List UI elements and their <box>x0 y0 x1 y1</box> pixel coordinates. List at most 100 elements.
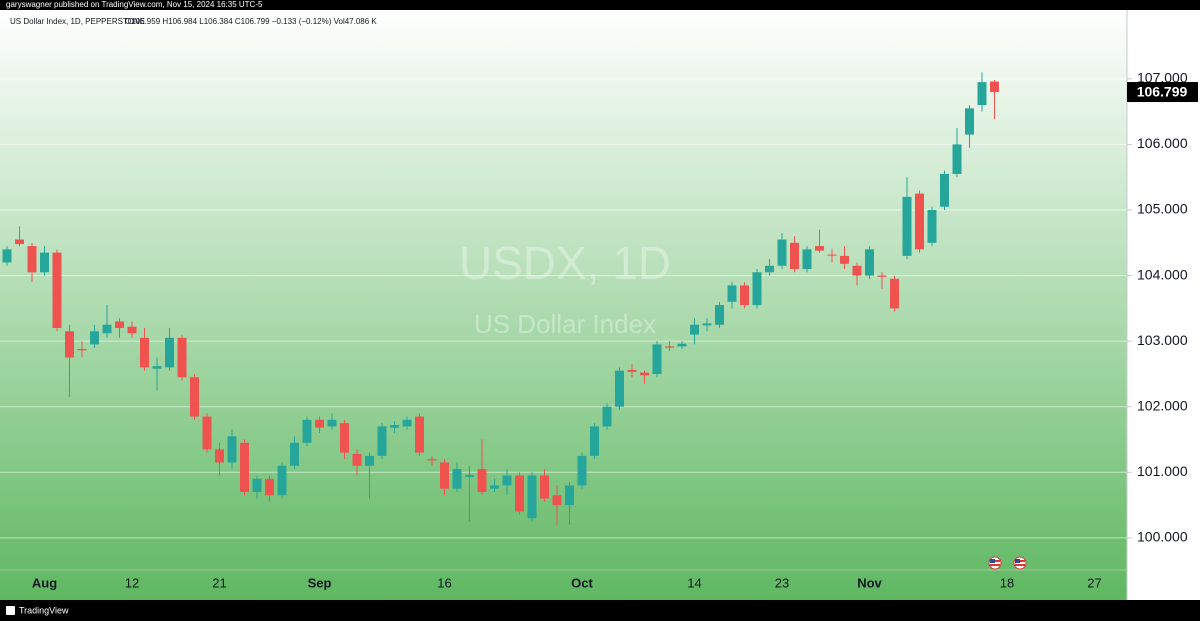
candle-body <box>690 324 699 335</box>
candle-body <box>315 419 324 428</box>
candle-body <box>990 81 999 93</box>
candle-body <box>377 426 387 456</box>
candle-body <box>327 419 337 427</box>
candle-body <box>215 449 224 463</box>
candle-body <box>515 475 524 512</box>
candle-body <box>15 239 24 245</box>
candle-body <box>840 255 849 264</box>
candle-body <box>202 416 212 450</box>
candle-body <box>927 210 937 243</box>
candle-body <box>240 442 249 492</box>
candle-body <box>715 305 724 325</box>
candle-body <box>490 485 499 489</box>
candle-body <box>590 426 599 456</box>
x-tick-label: 16 <box>437 575 451 590</box>
candle-body <box>565 485 574 506</box>
candle-body <box>852 265 862 276</box>
candle-body <box>127 326 137 334</box>
candle-body <box>140 337 149 368</box>
y-tick-label: 103.000 <box>1137 332 1188 348</box>
x-tick-label: 27 <box>1087 575 1101 590</box>
last-price-label: 106.799 <box>1137 84 1188 100</box>
x-tick-label: Sep <box>308 575 332 590</box>
candle-body <box>877 275 887 277</box>
candle-body <box>90 331 99 345</box>
candle-body <box>915 193 924 250</box>
candle-body <box>352 453 362 466</box>
candle-body <box>502 475 512 486</box>
candle-body <box>965 108 974 135</box>
candle-body <box>552 495 562 506</box>
candle-body <box>302 419 312 443</box>
candle-body <box>290 442 299 466</box>
candle-body <box>865 249 874 276</box>
x-tick-label: 14 <box>687 575 701 590</box>
candle-body <box>477 469 487 492</box>
candle-body <box>640 372 649 376</box>
x-tick-label: 23 <box>775 575 789 590</box>
candle-body <box>115 321 124 329</box>
candle-body <box>727 285 737 302</box>
candle-body <box>802 249 812 270</box>
candle-body <box>177 337 187 378</box>
y-tick-label: 101.000 <box>1137 463 1188 479</box>
candle-body <box>427 459 437 461</box>
candle-body <box>977 82 987 106</box>
candle-body <box>652 344 662 374</box>
y-tick-label: 102.000 <box>1137 397 1188 413</box>
ohlc: O106.959 H106.984 L106.384 C106.799 −0.1… <box>125 17 377 26</box>
y-tick-label: 107.000 <box>1137 70 1188 86</box>
candle-body <box>152 366 162 369</box>
plot-background <box>0 10 1127 600</box>
plot-layer <box>0 72 1127 539</box>
y-tick-label: 106.000 <box>1137 135 1188 151</box>
candle-body <box>415 416 424 453</box>
candle-body <box>402 419 412 427</box>
y-tick-label: 100.000 <box>1137 529 1188 545</box>
x-tick-label: Nov <box>857 575 882 590</box>
candle-body <box>752 272 762 306</box>
candle-body <box>740 285 749 306</box>
candle-body <box>615 370 624 407</box>
candle-body <box>277 465 287 496</box>
candle-body <box>340 423 349 453</box>
candle-body <box>190 377 199 417</box>
candle-body <box>627 370 637 372</box>
x-tick-label: Aug <box>32 575 57 590</box>
candle-body <box>777 239 787 266</box>
candle-body <box>465 474 474 477</box>
candle-body <box>40 252 49 273</box>
candle-body <box>827 254 837 256</box>
x-tick-label: Oct <box>571 575 593 590</box>
candle-body <box>940 173 949 207</box>
x-tick-label: 18 <box>1000 575 1014 590</box>
candle-body <box>902 196 912 256</box>
candle-body <box>65 331 74 358</box>
candle-body <box>102 324 112 334</box>
candle-body <box>452 469 462 489</box>
candle-body <box>890 278 899 309</box>
candle-body <box>252 478 262 492</box>
candle-body <box>702 323 712 326</box>
candle-body <box>577 455 587 486</box>
candle-body <box>952 144 962 174</box>
candle-body <box>527 475 537 519</box>
symbol: US Dollar Index, 1D, PEPPERSTONE <box>10 17 145 26</box>
candle-body <box>265 478 274 496</box>
event-flag <box>988 556 1002 570</box>
event-flag <box>1013 556 1027 570</box>
candle-body <box>765 265 774 273</box>
y-tick-label: 105.000 <box>1137 201 1188 217</box>
publisher: garyswagner published on TradingView.com… <box>6 0 263 9</box>
brand: TradingView <box>19 605 69 615</box>
last-price-box <box>1127 82 1198 103</box>
candle-body <box>602 406 612 427</box>
x-tick-label: 21 <box>212 575 226 590</box>
candle-body <box>52 252 62 329</box>
candle-body <box>440 462 449 489</box>
candle-body <box>790 242 799 270</box>
candle-body <box>677 343 687 347</box>
brand-logo <box>6 606 15 615</box>
